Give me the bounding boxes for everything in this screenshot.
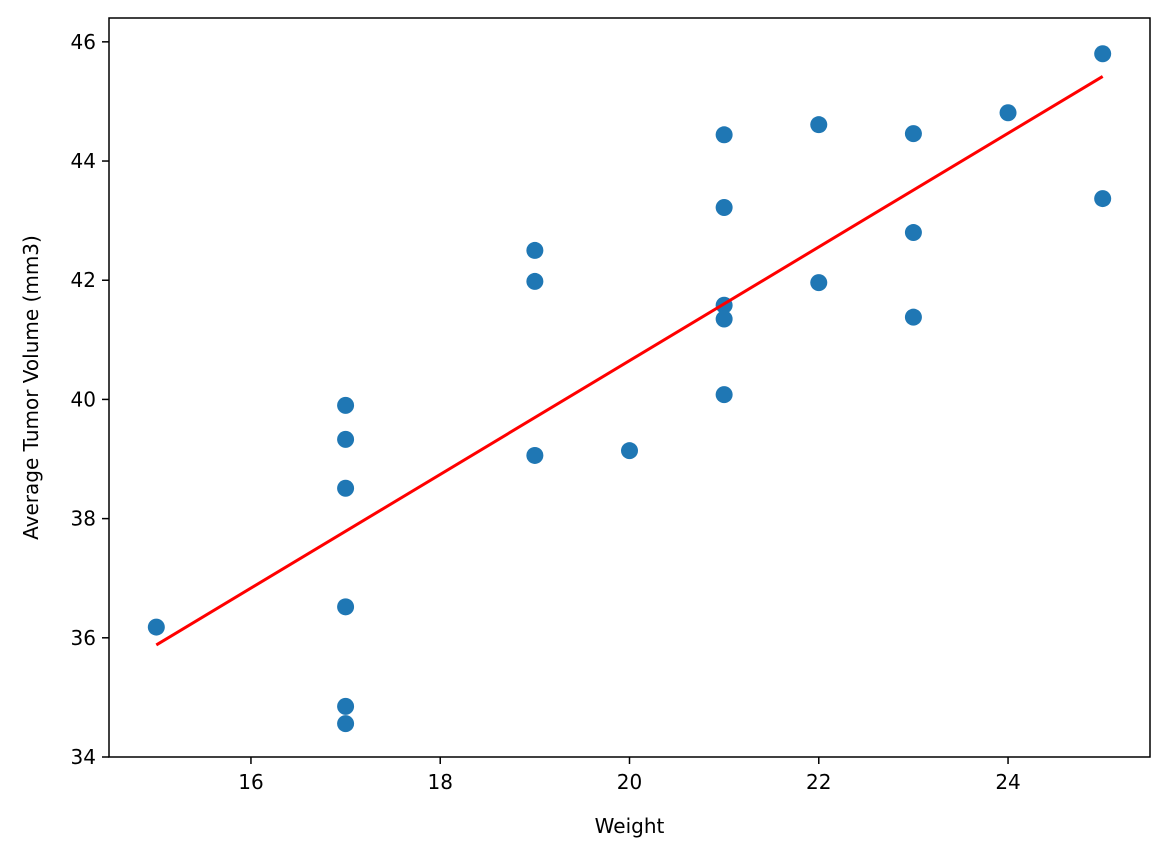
scatter-point: [526, 272, 544, 290]
scatter-point: [715, 126, 733, 144]
y-tick-label: 38: [71, 507, 96, 531]
scatter-point: [147, 618, 165, 636]
x-axis: 16 18 20 22 24: [238, 757, 1021, 794]
y-axis-label: Average Tumor Volume (mm3): [19, 235, 43, 540]
scatter-point: [1094, 190, 1112, 208]
x-tick-label: 24: [995, 770, 1020, 794]
y-tick-label: 34: [71, 745, 96, 769]
y-tick-label: 46: [71, 30, 96, 54]
y-tick-label: 42: [71, 268, 96, 292]
scatter-point: [621, 442, 638, 460]
scatter-point: [810, 274, 828, 292]
scatter-point: [337, 715, 355, 733]
scatter-point: [904, 308, 922, 326]
plot-area: [147, 45, 1112, 733]
scatter-point: [904, 125, 922, 143]
scatter-point: [999, 104, 1017, 122]
x-axis-label: Weight: [595, 814, 665, 838]
scatter-point: [337, 697, 355, 715]
scatter-point: [337, 598, 355, 616]
x-tick-label: 20: [617, 770, 642, 794]
scatter-point: [526, 446, 544, 464]
scatter-point: [904, 224, 922, 242]
x-tick-label: 22: [806, 770, 831, 794]
y-axis: 34 36 38 40 42 44 46: [71, 30, 109, 769]
x-tick-label: 18: [428, 770, 453, 794]
scatter-point: [715, 310, 733, 328]
y-tick-label: 44: [71, 149, 96, 173]
y-tick-label: 40: [71, 387, 96, 411]
scatter-point: [337, 430, 355, 448]
scatter-point: [526, 241, 544, 259]
scatter-point: [337, 396, 355, 414]
x-tick-label: 16: [238, 770, 263, 794]
regression-line: [155, 75, 1104, 647]
scatter-point: [715, 386, 733, 404]
scatter-point: [810, 116, 828, 134]
y-tick-label: 36: [71, 626, 96, 650]
scatter-point: [1094, 45, 1112, 63]
scatter-point: [715, 199, 733, 217]
scatter-point: [337, 479, 355, 497]
